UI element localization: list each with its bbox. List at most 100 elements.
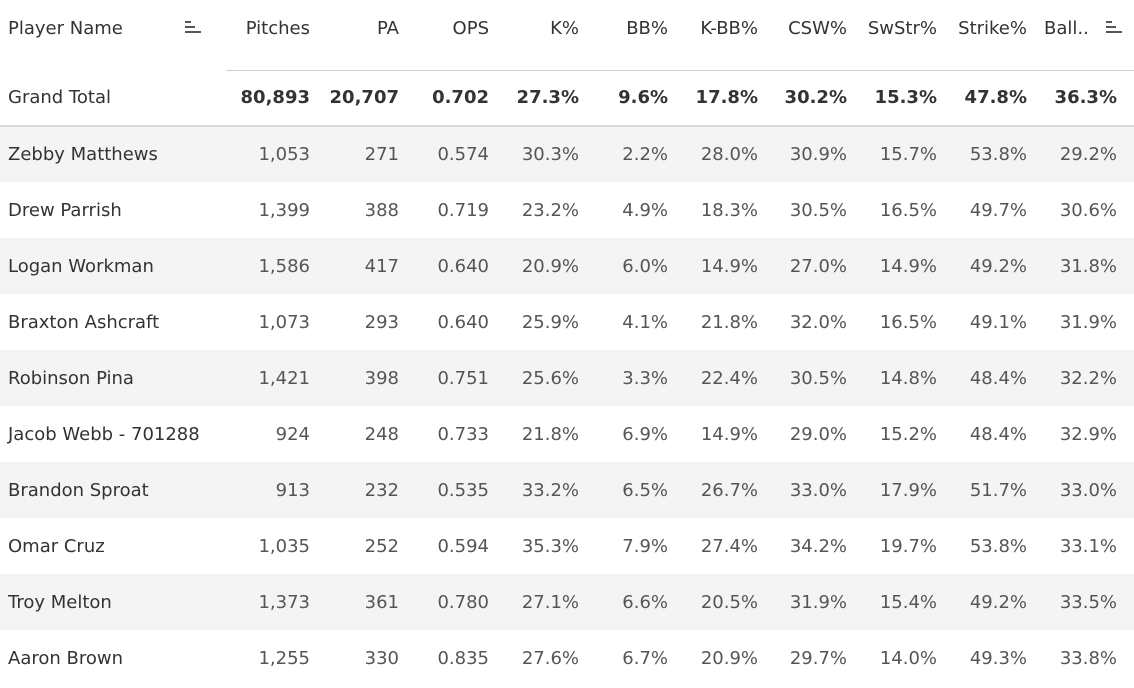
cell-pitches: 913 bbox=[226, 462, 327, 518]
cell-k-pct: 25.6% bbox=[506, 350, 596, 406]
cell-ball-pct: 36.3% bbox=[1044, 70, 1134, 127]
cell-csw-pct: 30.5% bbox=[775, 350, 864, 406]
player-name-cell[interactable]: Drew Parrish bbox=[0, 182, 226, 238]
table-row[interactable]: Zebby Matthews 1,053 271 0.574 30.3% 2.2… bbox=[0, 126, 1134, 182]
cell-swstr-pct: 14.0% bbox=[864, 630, 954, 686]
cell-pitches: 1,586 bbox=[226, 238, 327, 294]
cell-k-bb-pct: 14.9% bbox=[685, 238, 775, 294]
table-row[interactable]: Aaron Brown 1,255 330 0.835 27.6% 6.7% 2… bbox=[0, 630, 1134, 686]
cell-k-bb-pct: 18.3% bbox=[685, 182, 775, 238]
cell-ball-pct: 33.5% bbox=[1044, 574, 1134, 630]
player-name-cell[interactable]: Braxton Ashcraft bbox=[0, 294, 226, 350]
cell-strike-pct: 47.8% bbox=[954, 70, 1044, 127]
cell-k-pct: 21.8% bbox=[506, 406, 596, 462]
table-row[interactable]: Brandon Sproat 913 232 0.535 33.2% 6.5% … bbox=[0, 462, 1134, 518]
cell-k-bb-pct: 14.9% bbox=[685, 406, 775, 462]
cell-ball-pct: 33.8% bbox=[1044, 630, 1134, 686]
column-header-pa[interactable]: PA bbox=[327, 0, 416, 71]
column-header-k-pct[interactable]: K% bbox=[506, 0, 596, 71]
cell-swstr-pct: 15.4% bbox=[864, 574, 954, 630]
cell-pa: 417 bbox=[327, 238, 416, 294]
cell-bb-pct: 4.1% bbox=[596, 294, 685, 350]
player-name-cell[interactable]: Zebby Matthews bbox=[0, 126, 226, 182]
cell-csw-pct: 33.0% bbox=[775, 462, 864, 518]
cell-pa: 271 bbox=[327, 126, 416, 182]
cell-k-bb-pct: 21.8% bbox=[685, 294, 775, 350]
cell-k-bb-pct: 28.0% bbox=[685, 126, 775, 182]
table-row[interactable]: Robinson Pina 1,421 398 0.751 25.6% 3.3%… bbox=[0, 350, 1134, 406]
cell-bb-pct: 4.9% bbox=[596, 182, 685, 238]
column-header-k-bb-pct[interactable]: K-BB% bbox=[685, 0, 775, 71]
column-header-strike-pct[interactable]: Strike% bbox=[954, 0, 1044, 71]
cell-strike-pct: 53.8% bbox=[954, 126, 1044, 182]
cell-ops: 0.574 bbox=[416, 126, 506, 182]
cell-ops: 0.719 bbox=[416, 182, 506, 238]
cell-strike-pct: 51.7% bbox=[954, 462, 1044, 518]
table-row[interactable]: Jacob Webb - 701288 924 248 0.733 21.8% … bbox=[0, 406, 1134, 462]
player-name-cell[interactable]: Jacob Webb - 701288 bbox=[0, 406, 226, 462]
cell-pa: 388 bbox=[327, 182, 416, 238]
column-header-label: Ball.. bbox=[1044, 18, 1089, 39]
cell-ops: 0.702 bbox=[416, 70, 506, 127]
cell-bb-pct: 3.3% bbox=[596, 350, 685, 406]
player-name-cell[interactable]: Troy Melton bbox=[0, 574, 226, 630]
player-name-cell[interactable]: Logan Workman bbox=[0, 238, 226, 294]
column-header-ball-pct[interactable]: Ball.. bbox=[1044, 0, 1134, 71]
cell-strike-pct: 49.3% bbox=[954, 630, 1044, 686]
cell-bb-pct: 6.5% bbox=[596, 462, 685, 518]
cell-ops: 0.733 bbox=[416, 406, 506, 462]
cell-pitches: 1,255 bbox=[226, 630, 327, 686]
table-row[interactable]: Logan Workman 1,586 417 0.640 20.9% 6.0%… bbox=[0, 238, 1134, 294]
cell-pa: 361 bbox=[327, 574, 416, 630]
cell-swstr-pct: 19.7% bbox=[864, 518, 954, 574]
column-header-player-name[interactable]: Player Name bbox=[0, 0, 226, 71]
cell-ops: 0.780 bbox=[416, 574, 506, 630]
column-header-ops[interactable]: OPS bbox=[416, 0, 506, 71]
cell-strike-pct: 49.1% bbox=[954, 294, 1044, 350]
cell-k-bb-pct: 17.8% bbox=[685, 70, 775, 127]
column-header-bb-pct[interactable]: BB% bbox=[596, 0, 685, 71]
player-name-cell[interactable]: Aaron Brown bbox=[0, 630, 226, 686]
sort-icon[interactable] bbox=[1106, 21, 1123, 35]
column-header-pitches[interactable]: Pitches bbox=[226, 0, 327, 71]
cell-strike-pct: 48.4% bbox=[954, 406, 1044, 462]
cell-swstr-pct: 14.8% bbox=[864, 350, 954, 406]
cell-bb-pct: 9.6% bbox=[596, 70, 685, 127]
cell-k-pct: 27.1% bbox=[506, 574, 596, 630]
cell-csw-pct: 31.9% bbox=[775, 574, 864, 630]
cell-k-bb-pct: 22.4% bbox=[685, 350, 775, 406]
cell-pa: 20,707 bbox=[327, 70, 416, 127]
table-row[interactable]: Omar Cruz 1,035 252 0.594 35.3% 7.9% 27.… bbox=[0, 518, 1134, 574]
cell-ball-pct: 33.0% bbox=[1044, 462, 1134, 518]
table-row[interactable]: Troy Melton 1,373 361 0.780 27.1% 6.6% 2… bbox=[0, 574, 1134, 630]
player-name-cell[interactable]: Omar Cruz bbox=[0, 518, 226, 574]
cell-ops: 0.751 bbox=[416, 350, 506, 406]
player-name-cell[interactable]: Robinson Pina bbox=[0, 350, 226, 406]
cell-csw-pct: 32.0% bbox=[775, 294, 864, 350]
table-row[interactable]: Braxton Ashcraft 1,073 293 0.640 25.9% 4… bbox=[0, 294, 1134, 350]
cell-swstr-pct: 17.9% bbox=[864, 462, 954, 518]
cell-swstr-pct: 15.7% bbox=[864, 126, 954, 182]
cell-swstr-pct: 14.9% bbox=[864, 238, 954, 294]
cell-swstr-pct: 16.5% bbox=[864, 294, 954, 350]
column-header-csw-pct[interactable]: CSW% bbox=[775, 0, 864, 71]
cell-ops: 0.594 bbox=[416, 518, 506, 574]
grand-total-row: Grand Total 80,893 20,707 0.702 27.3% 9.… bbox=[0, 70, 1134, 127]
table-row[interactable]: Drew Parrish 1,399 388 0.719 23.2% 4.9% … bbox=[0, 182, 1134, 238]
cell-swstr-pct: 15.3% bbox=[864, 70, 954, 127]
sort-icon[interactable] bbox=[185, 21, 202, 35]
cell-ball-pct: 30.6% bbox=[1044, 182, 1134, 238]
column-header-swstr-pct[interactable]: SwStr% bbox=[864, 0, 954, 71]
cell-pa: 252 bbox=[327, 518, 416, 574]
cell-ball-pct: 33.1% bbox=[1044, 518, 1134, 574]
cell-ops: 0.640 bbox=[416, 238, 506, 294]
cell-k-bb-pct: 27.4% bbox=[685, 518, 775, 574]
player-name-cell[interactable]: Brandon Sproat bbox=[0, 462, 226, 518]
cell-k-bb-pct: 26.7% bbox=[685, 462, 775, 518]
cell-csw-pct: 29.7% bbox=[775, 630, 864, 686]
cell-strike-pct: 48.4% bbox=[954, 350, 1044, 406]
cell-pitches: 924 bbox=[226, 406, 327, 462]
cell-csw-pct: 27.0% bbox=[775, 238, 864, 294]
cell-strike-pct: 49.2% bbox=[954, 238, 1044, 294]
